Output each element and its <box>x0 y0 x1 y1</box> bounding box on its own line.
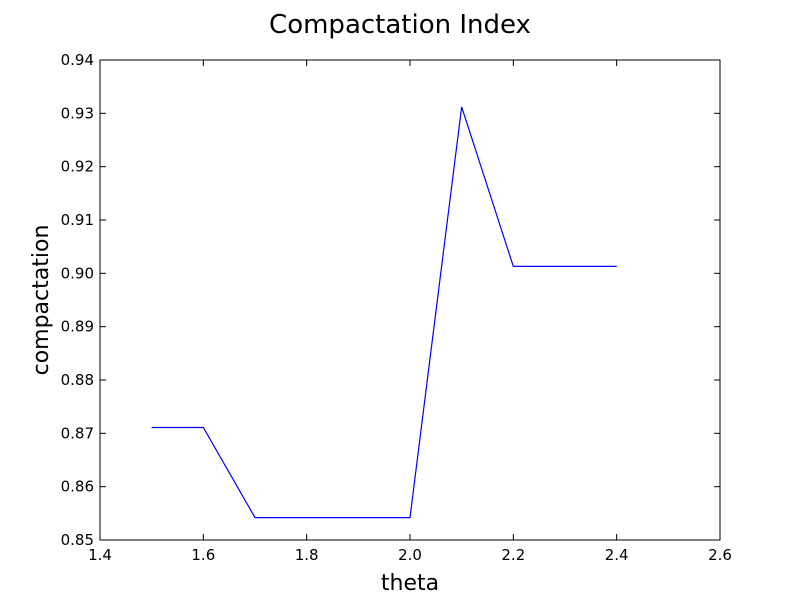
x-tick-label: 1.6 <box>191 546 215 564</box>
plot-frame <box>99 59 721 541</box>
y-axis-label: compactation <box>29 225 54 376</box>
x-tick-label: 2.4 <box>605 546 629 564</box>
series-layer <box>151 106 617 519</box>
y-tick-label: 0.87 <box>61 424 94 442</box>
y-tick-label: 0.85 <box>61 531 94 549</box>
y-tick-label: 0.88 <box>61 371 94 389</box>
y-tick-label: 0.86 <box>61 478 94 496</box>
y-tick-label: 0.92 <box>61 158 94 176</box>
series-line <box>151 106 617 519</box>
y-tick-label: 0.91 <box>61 211 94 229</box>
x-tick-label: 1.8 <box>295 546 319 564</box>
y-tick-label: 0.89 <box>61 318 94 336</box>
axis-ticks: 1.4 1.6 1.8 2.0 2.2 2.4 2.6 0.85 0.86 0.87 0.88 0.8… <box>61 51 732 564</box>
y-tick-label: 0.93 <box>61 104 94 122</box>
x-tick-label: 2.2 <box>501 546 525 564</box>
chart-title: Compactation Index <box>269 10 531 40</box>
y-tick-label: 0.90 <box>61 264 94 282</box>
x-tick-label: 1.4 <box>88 546 112 564</box>
x-axis-label: theta <box>381 571 439 596</box>
x-tick-label: 2.0 <box>398 546 422 564</box>
x-tick-label: 2.6 <box>708 546 732 564</box>
y-tick-label: 0.94 <box>61 51 94 69</box>
